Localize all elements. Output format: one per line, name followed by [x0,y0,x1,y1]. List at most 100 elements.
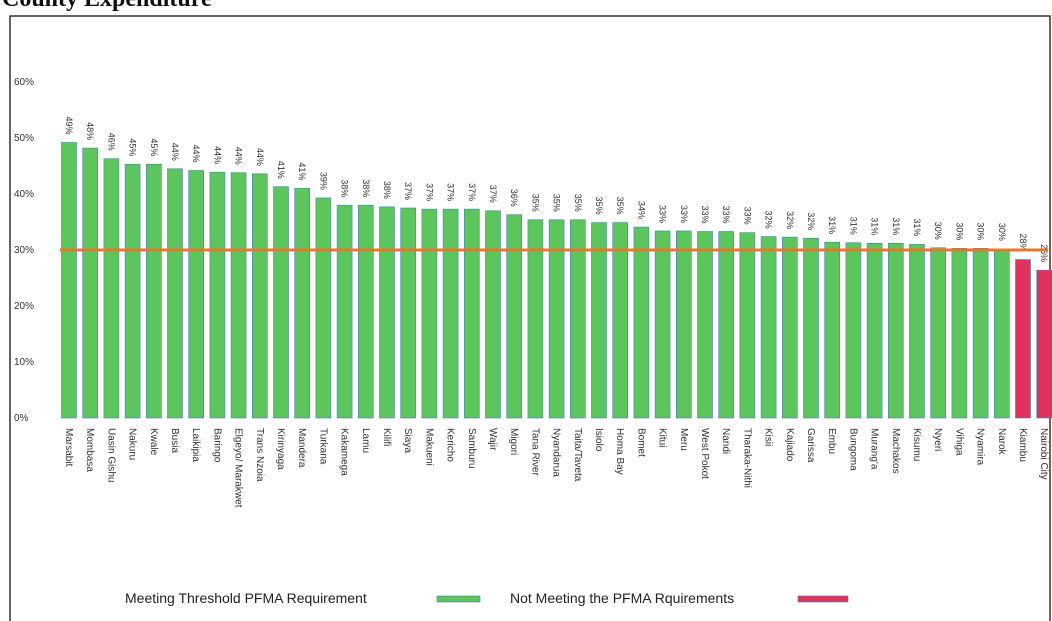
x-tick-label: Kwale [148,428,159,456]
y-tick-label: 0% [14,413,29,424]
x-tick-label: Turkana [317,428,328,465]
bar [633,226,650,419]
value-label: 31% [870,217,880,235]
value-label: 30% [997,223,1007,241]
value-label: 35% [594,197,604,215]
bar [972,248,989,419]
bar [803,237,819,419]
value-label: 46% [106,133,116,151]
x-tick-label: Kisii [763,428,774,446]
x-tick-label: Homa Bay [614,428,625,475]
x-tick-label: Busia [169,428,180,453]
value-label: 44% [170,143,180,161]
x-tick-label: Kirinyaga [275,428,286,470]
chart-title: County Expenditure [2,0,212,12]
bar [400,207,417,419]
bar [993,248,1010,419]
y-tick-label: 10% [14,357,34,368]
x-tick-label: Marsabit [63,428,74,467]
x-tick-label: Kilifi [381,428,392,446]
bar [506,214,523,419]
y-tick-label: 20% [14,301,34,312]
value-label: 35% [573,194,583,212]
x-tick-label: Machakos [890,428,901,474]
bar [294,188,311,419]
bar [845,242,862,419]
bar [103,158,120,419]
x-tick-label: Embu [826,428,837,454]
value-label: 38% [340,179,350,197]
value-label: 35% [552,194,562,212]
bar [697,231,713,419]
x-tick-label: Lamu [360,428,371,453]
x-tick-label: Kakamega [339,428,350,476]
bar [718,231,735,419]
x-tick-label: Samburu [466,428,477,469]
bar [951,248,968,419]
x-tick-label: Nairobi City [1038,428,1049,480]
bar [1015,259,1031,419]
value-label: 37% [488,185,498,203]
value-label: 32% [764,211,774,229]
x-tick-label: Kitui [657,428,668,447]
value-label: 49% [64,116,74,134]
value-label: 41% [297,162,307,180]
bar [421,208,438,419]
x-tick-label: Nandi [720,428,731,454]
legend-label: Not Meeting the PFMA Rquirements [510,590,734,606]
value-label: 33% [679,205,689,223]
legend-label: Meeting Threshold PFMA Requirement [125,590,367,606]
bar [336,204,353,419]
x-tick-label: Migori [508,428,519,455]
x-tick-label: Garissa [805,428,816,463]
value-label: 39% [318,172,328,190]
value-label: 38% [361,179,371,197]
x-tick-label: Kajiado [784,428,795,462]
bar [485,210,501,419]
x-tick-label: Bomet [635,428,646,457]
x-tick-label: Siaya [402,428,413,453]
bar [273,186,289,419]
x-tick-label: Narok [996,428,1007,456]
x-tick-label: Murang'a [869,428,880,470]
x-tick-label: Tana River [529,428,540,476]
x-tick-label: Kericho [445,428,456,462]
value-label: 44% [234,147,244,165]
x-tick-label: Nyamira [975,428,986,466]
y-tick-label: 60% [14,77,34,88]
bar [887,242,904,419]
value-label: 32% [806,212,816,230]
x-tick-label: Elgeyo/ Marakwet [233,428,244,508]
value-label: 37% [403,182,413,200]
value-label: 33% [658,205,668,223]
bar [379,206,395,419]
x-tick-label: Laikipia [190,428,201,462]
bar [654,230,671,419]
x-tick-label: Nyeri [932,428,943,451]
bar [824,241,841,419]
value-label: 32% [785,211,795,229]
value-label: 37% [446,183,456,201]
y-tick-label: 30% [14,245,34,256]
x-tick-label: Wajir [487,428,498,451]
value-label: 26% [1039,244,1049,262]
value-label: 45% [128,138,138,156]
bar [124,164,141,419]
value-label: 30% [954,222,964,240]
value-label: 35% [530,194,540,212]
value-label: 48% [85,122,95,140]
y-tick-label: 40% [14,189,34,200]
bar [167,168,183,419]
bar [739,232,756,419]
x-tick-label: Isiolo [593,428,604,452]
value-label: 44% [255,148,265,166]
value-label: 44% [191,144,201,162]
value-label: 33% [721,206,731,224]
bar [230,172,247,419]
bar [591,222,607,419]
x-tick-label: Mombasa [84,428,95,472]
bar [315,197,332,419]
x-tick-label: Makueni [423,428,434,466]
legend-swatch [797,595,849,603]
